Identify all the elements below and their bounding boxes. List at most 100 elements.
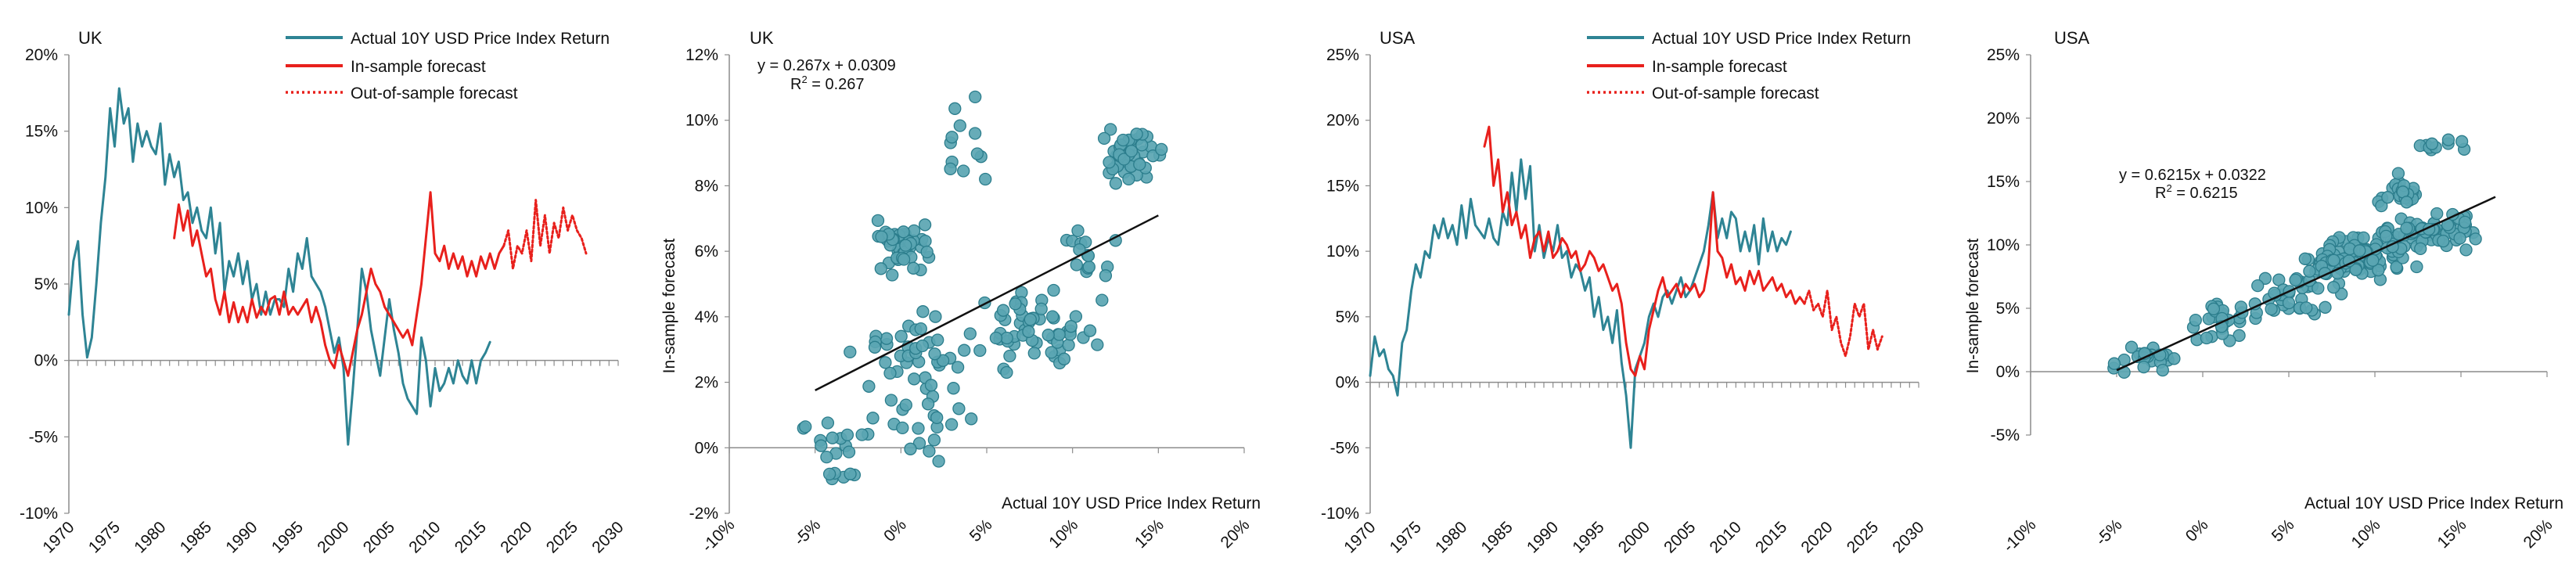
y-tick-label: -10% — [20, 505, 58, 523]
x-tick-label: 1975 — [1387, 518, 1425, 556]
scatter-point — [924, 379, 938, 392]
scatter-point — [1071, 224, 1085, 238]
scatter-point — [1117, 153, 1131, 166]
scatter-point — [2372, 264, 2385, 277]
scatter-point — [1009, 297, 1022, 311]
scatter-point — [919, 234, 932, 248]
scatter-point — [1000, 365, 1013, 379]
scatter-point — [1022, 325, 1035, 338]
scatter-point — [822, 467, 836, 481]
scatter-point — [1117, 133, 1130, 147]
scatter-point — [2366, 254, 2380, 267]
scatter-point — [1057, 352, 1071, 365]
x-tick-label: -5% — [2092, 516, 2126, 549]
scatter-point — [945, 131, 959, 144]
scatter-point — [920, 245, 934, 259]
scatter-point — [931, 333, 944, 347]
y-tick-label: 10% — [685, 112, 718, 130]
scatter-point — [1045, 346, 1058, 359]
x-tick-label: 1970 — [39, 518, 77, 556]
y-tick-label: 6% — [695, 243, 718, 261]
scatter-point — [2168, 352, 2181, 365]
x-tick-label: 1980 — [131, 518, 169, 556]
x-tick-label: -5% — [791, 516, 825, 549]
scatter-point — [844, 467, 857, 480]
scatter-point — [970, 147, 984, 160]
x-tick-label: 2030 — [588, 518, 627, 556]
scatter-point — [1097, 131, 1111, 146]
scatter-point — [2390, 261, 2403, 274]
scatter-point — [897, 225, 910, 239]
scatter-point — [2107, 357, 2121, 370]
x-tick-label: 2025 — [543, 518, 581, 556]
scatter-point — [952, 402, 966, 415]
scatter-point — [907, 224, 921, 238]
uk-scatter-y-ticks: 12% 10% 8% 6% 4% 2% 0% -2% — [685, 46, 718, 523]
scatter-point — [894, 329, 908, 343]
legend-out-sample-label: Out-of-sample forecast — [1652, 85, 1819, 102]
scatter-point — [2282, 296, 2296, 310]
scatter-point — [1024, 313, 1037, 326]
scatter-point — [1155, 142, 1168, 156]
uk-line-x-ticks: 1970 1975 1980 1985 1990 1995 2000 2005 2010 2015… — [39, 518, 627, 556]
scatter-point — [842, 445, 856, 459]
usa-line-axes — [1365, 54, 1919, 514]
uk-scatter-y-label: In-sample forecast — [660, 238, 678, 373]
usa-line-series — [1369, 125, 1883, 449]
scatter-point — [2289, 273, 2302, 287]
actual-series-line — [1369, 158, 1792, 449]
scatter-point — [1109, 177, 1123, 190]
scatter-point — [840, 428, 854, 442]
x-tick-label: 20% — [2520, 516, 2556, 552]
scatter-point — [912, 422, 925, 435]
scatter-point — [1062, 338, 1075, 352]
scatter-point — [1047, 283, 1060, 297]
x-tick-label: 2015 — [1752, 518, 1790, 556]
y-tick-label: 15% — [1326, 177, 1359, 195]
scatter-point — [884, 394, 898, 407]
scatter-point — [2298, 252, 2312, 265]
y-tick-label: -2% — [689, 505, 718, 523]
scatter-point — [2124, 340, 2139, 354]
scatter-point — [2207, 302, 2221, 315]
usa-scatter-y-label: In-sample forecast — [1964, 238, 1982, 373]
scatter-point — [2357, 231, 2370, 245]
scatter-point — [1130, 128, 1143, 141]
uk-scatter-r2: R2 = 0.267 — [790, 74, 865, 93]
uk-line-y-ticks: 20% 15% 10% 5% 0% -5% -10% — [20, 46, 58, 523]
x-tick-label: 1985 — [177, 518, 215, 556]
scatter-point — [965, 412, 978, 426]
scatter-point — [2265, 302, 2278, 316]
scatter-point — [953, 119, 966, 132]
scatter-point — [2380, 229, 2393, 243]
scatter-point — [936, 354, 950, 367]
x-tick-label: 1995 — [268, 518, 307, 556]
out_sample-series-line — [502, 199, 588, 270]
scatter-point — [1096, 293, 1109, 307]
scatter-point — [907, 261, 920, 275]
x-tick-label: 2005 — [360, 518, 398, 556]
scatter-point — [879, 356, 892, 369]
x-tick-label: 1995 — [1569, 518, 1607, 556]
scatter-point — [1052, 328, 1066, 341]
scatter-point — [821, 416, 835, 430]
scatter-point — [1083, 324, 1097, 337]
scatter-point — [2189, 313, 2202, 327]
scatter-point — [855, 428, 869, 441]
uk-scatter-points — [797, 90, 1168, 486]
usa-line-chart: USA 25% 20% 15% 10% 5% 0% -5% -10% 1970 1975 1980… — [1321, 28, 1928, 557]
scatter-point — [2375, 199, 2388, 213]
y-tick-label: 20% — [1987, 110, 2020, 128]
usa-scatter-equation: y = 0.6215x + 0.0322 — [2119, 167, 2266, 184]
usa-scatter-y-ticks: 25% 20% 15% 10% 5% 0% -5% — [1987, 46, 2020, 444]
scatter-point — [2400, 196, 2413, 209]
scatter-point — [2327, 281, 2340, 294]
scatter-point — [844, 345, 857, 359]
x-tick-label: 0% — [880, 516, 910, 545]
scatter-point — [932, 455, 945, 468]
uk-line-chart: UK 20% 15% 10% 5% 0% -5% -10% 1970 1975 1980 1985… — [20, 28, 628, 557]
scatter-point — [883, 366, 897, 380]
usa-scatter-trendline — [2116, 196, 2496, 372]
x-tick-label: 10% — [2348, 516, 2384, 552]
scatter-point — [969, 90, 982, 104]
